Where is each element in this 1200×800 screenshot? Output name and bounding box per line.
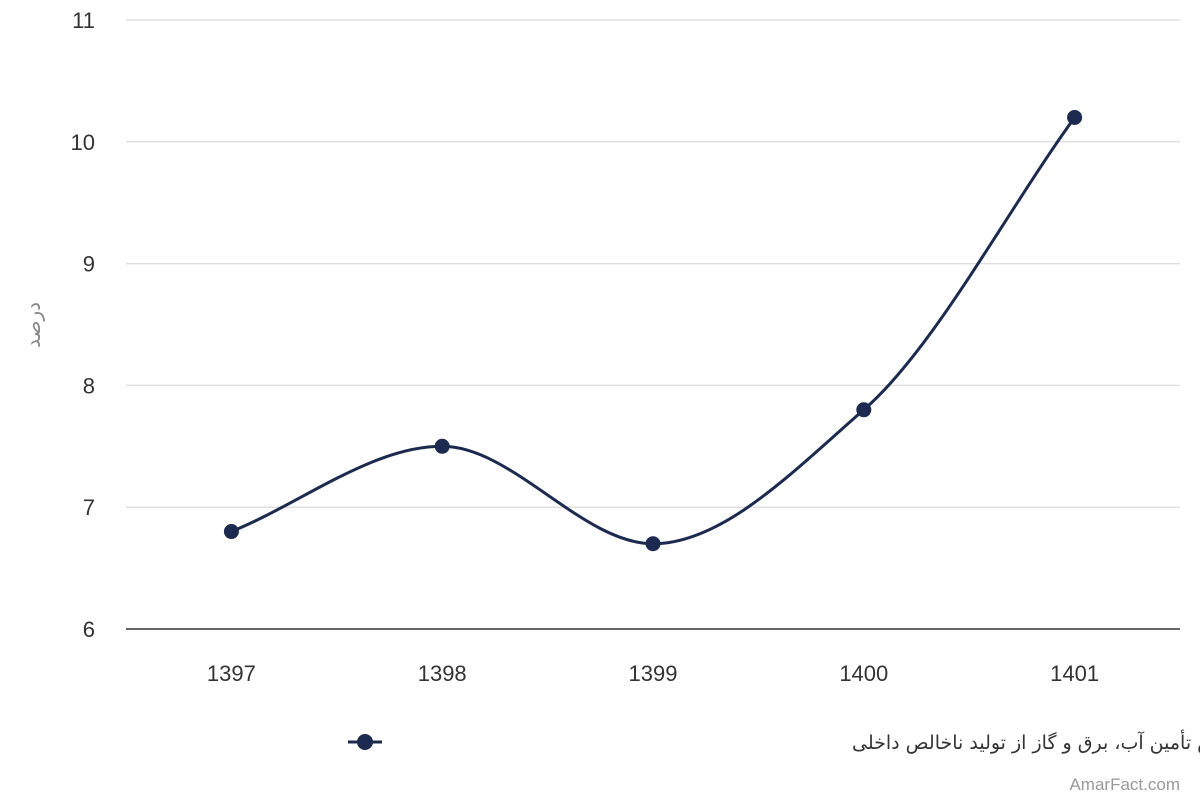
y-tick-label: 7 — [83, 495, 95, 520]
data-point — [645, 536, 661, 552]
x-tick-label: 1401 — [1050, 661, 1099, 686]
y-tick-label: 9 — [83, 252, 95, 277]
series-line — [230, 116, 1076, 546]
data-point — [223, 524, 239, 540]
y-axis-ticks: 6 7 8 9 10 11 — [71, 8, 95, 642]
legend-label: سهم بخش تأمین آب، برق و گاز از تولید ناخ… — [852, 729, 1200, 754]
x-tick-label: 1399 — [629, 661, 678, 686]
data-point — [434, 438, 450, 454]
x-tick-label: 1398 — [418, 661, 467, 686]
legend[interactable]: سهم بخش تأمین آب، برق و گاز از تولید ناخ… — [348, 729, 1200, 754]
y-tick-label: 6 — [83, 617, 95, 642]
y-axis-label: درصد — [21, 302, 45, 348]
legend-marker-icon — [357, 734, 373, 750]
data-point — [1067, 109, 1083, 125]
series-group — [223, 109, 1083, 552]
y-tick-label: 8 — [83, 373, 95, 398]
grid-lines — [126, 19, 1180, 508]
y-tick-label: 11 — [72, 8, 95, 33]
credit-text: AmarFact.com — [1069, 775, 1180, 794]
data-point — [856, 402, 872, 418]
y-tick-label: 10 — [71, 130, 95, 155]
x-tick-label: 1400 — [839, 661, 888, 686]
x-axis-ticks: 1397 1398 1399 1400 1401 — [207, 661, 1099, 686]
x-tick-label: 1397 — [207, 661, 256, 686]
